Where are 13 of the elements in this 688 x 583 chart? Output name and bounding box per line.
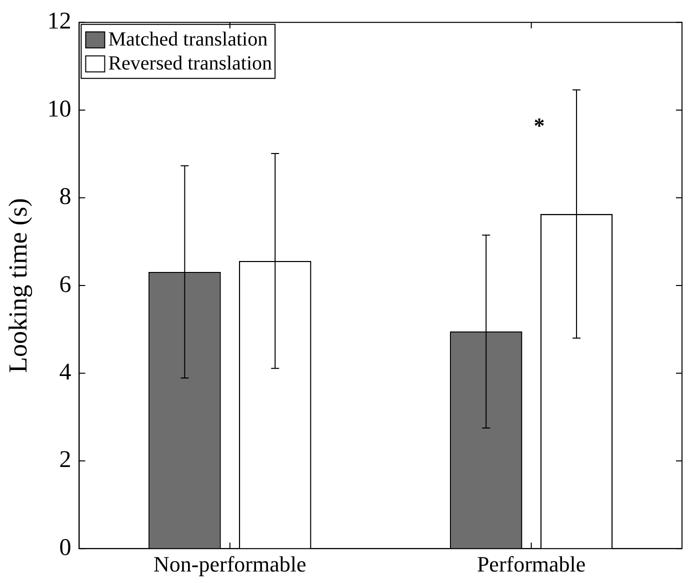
y-tick-label: 6	[59, 272, 72, 298]
legend-label: Reversed translation	[108, 52, 272, 75]
y-tick-label: 0	[59, 534, 72, 561]
y-tick-label: 12	[47, 8, 72, 35]
x-tick-label: Non-performable	[154, 552, 306, 577]
y-tick-label: 10	[47, 96, 72, 122]
y-tick-label: 4	[59, 359, 72, 386]
annotation: *	[534, 113, 545, 138]
x-tick-label: Performable	[476, 552, 586, 577]
y-tick-label: 8	[59, 184, 72, 210]
y-tick-label: 2	[59, 447, 72, 474]
legend-label: Matched translation	[108, 28, 268, 51]
y-axis-title: Looking time (s)	[3, 198, 32, 373]
